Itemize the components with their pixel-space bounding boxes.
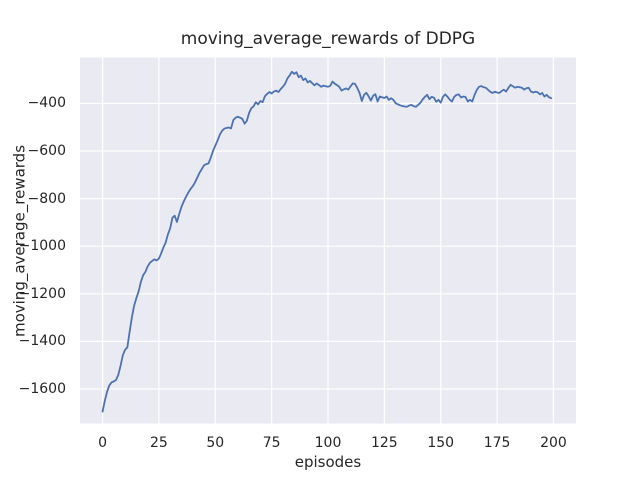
x-tick-label: 50 bbox=[206, 435, 225, 451]
series-line-moving_average_rewards bbox=[101, 70, 553, 413]
x-tick-label: 125 bbox=[370, 435, 398, 451]
x-tick-label: 150 bbox=[427, 435, 455, 451]
y-tick-label: −600 bbox=[27, 143, 66, 160]
y-tick-label: −1400 bbox=[18, 333, 66, 350]
x-axis-label: episodes bbox=[294, 453, 362, 471]
y-tick-label: −1200 bbox=[18, 285, 66, 302]
x-tick-label: 0 bbox=[98, 435, 107, 451]
y-tick-label: −400 bbox=[27, 95, 66, 112]
x-tick-label: 25 bbox=[149, 435, 168, 451]
x-tick-label: 75 bbox=[262, 435, 281, 451]
chart-title: moving_average_rewards of DDPG bbox=[180, 29, 476, 49]
y-tick-label: −1000 bbox=[18, 238, 66, 255]
x-tick-label: 175 bbox=[483, 435, 511, 451]
y-tick-label: −1600 bbox=[18, 380, 66, 397]
x-tick-label: 200 bbox=[540, 435, 567, 451]
x-tick-label: 100 bbox=[314, 435, 342, 451]
y-tick-label: −800 bbox=[27, 190, 66, 207]
